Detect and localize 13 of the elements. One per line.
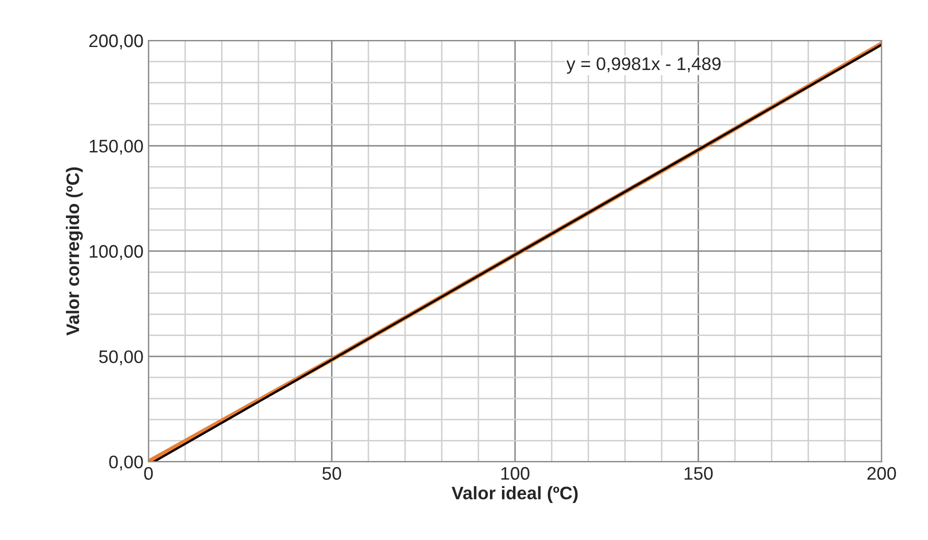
y-tick-label: 50,00 bbox=[99, 350, 143, 366]
annotation: y = 0,9981x - 1,489 bbox=[566, 57, 721, 74]
x-axis-title: Valor ideal (ºC) bbox=[452, 486, 578, 503]
y-tick-label: 150,00 bbox=[90, 140, 143, 155]
y-tick-label: 0,00 bbox=[109, 456, 143, 471]
x-tick-label: 100 bbox=[501, 467, 530, 480]
y-axis-title: Valor corregido (ºC) bbox=[66, 167, 83, 336]
x-tick-label: 150 bbox=[684, 467, 713, 480]
x-tick-label: 0 bbox=[144, 467, 153, 480]
y-tick-label: 200,00 bbox=[89, 34, 143, 50]
y-tick-label: 100,00 bbox=[90, 245, 143, 260]
x-tick-label: 50 bbox=[322, 467, 342, 480]
x-tick-label: 200 bbox=[867, 467, 896, 480]
